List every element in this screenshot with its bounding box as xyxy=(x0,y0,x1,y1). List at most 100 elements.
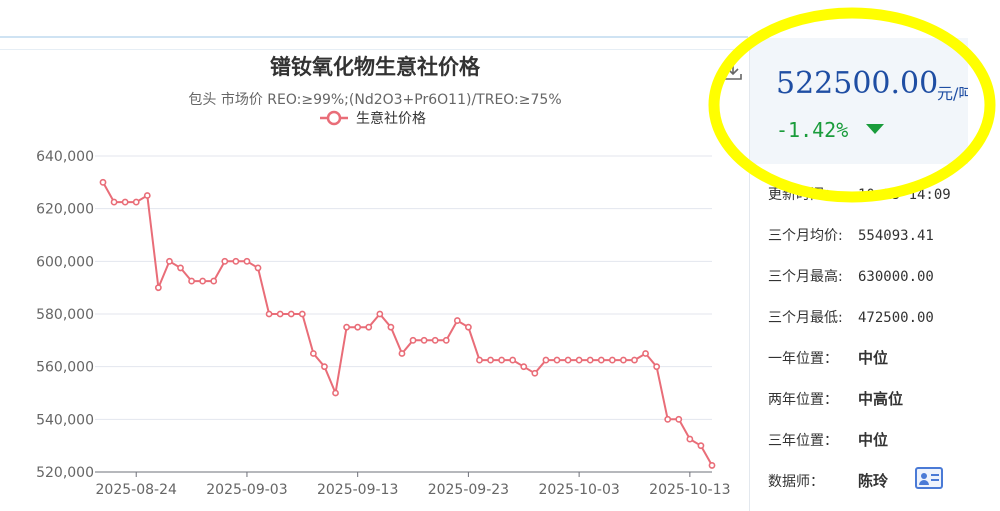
data-point xyxy=(520,363,528,371)
data-point xyxy=(686,435,694,443)
analyst-row: 数据师： 陈玲 xyxy=(768,470,888,491)
three-year-position-label: 三年位置： xyxy=(768,433,838,449)
one-year-position-value: 中位 xyxy=(858,349,889,367)
series xyxy=(99,178,716,469)
data-point xyxy=(697,442,705,450)
data-point xyxy=(321,363,328,371)
price-unit: 元/吨 xyxy=(937,84,968,103)
data-point xyxy=(154,284,162,292)
data-point xyxy=(431,336,439,344)
data-point xyxy=(177,264,184,272)
three-month-high-row: 三个月最高: 630000.00 xyxy=(768,266,934,286)
data-point xyxy=(298,310,306,318)
three-month-low-row: 三个月最低: 472500.00 xyxy=(768,307,934,327)
x-tick-label: 2025-09-03 xyxy=(206,482,287,498)
data-point xyxy=(287,310,295,318)
update-time-row: 更新时间： 10-15 14:09 xyxy=(768,184,951,204)
data-point xyxy=(309,350,317,357)
contact-card-icon[interactable] xyxy=(915,467,943,489)
top-divider xyxy=(0,36,748,38)
data-point xyxy=(343,323,350,331)
one-year-position-row: 一年位置： 中位 xyxy=(768,347,888,368)
series-line xyxy=(102,181,713,466)
data-point xyxy=(487,356,494,364)
data-point xyxy=(376,310,384,318)
three-month-high-value: 630000.00 xyxy=(858,269,934,285)
data-point xyxy=(642,350,649,357)
download-icon[interactable] xyxy=(722,60,744,82)
down-arrow-icon xyxy=(866,124,884,134)
data-point xyxy=(243,257,251,265)
data-point xyxy=(232,257,240,265)
chart-subtitle: 包头 市场价 REO:≥99%;(Nd2O3+Pr6O11)/TREO:≥75% xyxy=(188,91,561,108)
price-summary: 522500.00 元/吨 -1.42% xyxy=(749,38,968,164)
data-point xyxy=(143,192,151,199)
three-month-avg-label: 三个月均价: xyxy=(768,228,843,244)
y-tick-label: 520,000 xyxy=(36,465,94,481)
y-tick-label: 580,000 xyxy=(36,307,94,323)
data-point xyxy=(276,310,284,318)
x-tick-label: 2025-08-24 xyxy=(96,482,177,498)
y-tick-label: 560,000 xyxy=(36,360,94,376)
data-point xyxy=(608,356,616,364)
data-point xyxy=(653,363,661,371)
x-tick-label: 2025-09-23 xyxy=(428,482,509,498)
data-point xyxy=(620,356,627,364)
data-point xyxy=(420,336,428,344)
three-month-avg-row: 三个月均价: 554093.41 xyxy=(768,225,934,245)
data-point xyxy=(464,323,472,331)
data-point xyxy=(265,310,273,318)
current-price: 522500.00 xyxy=(776,66,939,101)
data-point xyxy=(254,264,262,272)
price-panel: 522500.00 元/吨 -1.42% 更新时间： 10-15 14:09 三个… xyxy=(749,38,1000,511)
data-point xyxy=(631,356,638,364)
three-month-high-label: 三个月最高: xyxy=(768,269,843,285)
three-year-position-value: 中位 xyxy=(858,431,889,449)
x-tick-label: 2025-10-03 xyxy=(538,482,619,498)
three-month-low-label: 三个月最低: xyxy=(768,310,843,326)
data-point xyxy=(365,323,373,331)
y-tick-label: 540,000 xyxy=(36,412,94,428)
data-point xyxy=(166,257,173,265)
data-point xyxy=(332,389,339,397)
data-point xyxy=(398,350,406,357)
data-point xyxy=(675,415,683,423)
legend-marker xyxy=(326,110,342,126)
data-point xyxy=(110,198,118,206)
data-point xyxy=(409,336,417,344)
data-point xyxy=(387,323,395,331)
three-year-position-row: 三年位置： 中位 xyxy=(768,429,888,450)
grid xyxy=(95,155,712,420)
two-year-position-label: 两年位置： xyxy=(768,392,838,408)
data-point xyxy=(542,356,550,364)
data-point xyxy=(442,336,450,344)
price-line-chart: 镨钕氧化物生意社价格 包头 市场价 REO:≥99%;(Nd2O3+Pr6O11… xyxy=(36,55,730,498)
data-point xyxy=(553,356,561,364)
y-tick-label: 600,000 xyxy=(36,254,94,270)
data-point xyxy=(531,369,539,377)
two-year-position-row: 两年位置： 中高位 xyxy=(768,388,903,409)
two-year-position-value: 中高位 xyxy=(858,390,904,408)
data-point xyxy=(132,198,140,206)
one-year-position-label: 一年位置： xyxy=(768,351,838,367)
y-tick-label: 620,000 xyxy=(36,202,94,218)
price-change: -1.42% xyxy=(776,118,849,142)
data-point xyxy=(354,323,362,331)
data-point xyxy=(221,257,229,265)
legend[interactable]: 生意社价格 xyxy=(320,110,426,127)
panel-divider xyxy=(749,164,750,511)
data-point xyxy=(210,277,218,285)
analyst-name: 陈玲 xyxy=(858,472,889,490)
three-month-avg-value: 554093.41 xyxy=(858,228,934,244)
three-month-low-value: 472500.00 xyxy=(858,310,934,326)
update-time-value: 10-15 14:09 xyxy=(858,187,951,203)
x-tick-label: 2025-09-13 xyxy=(317,482,398,498)
update-time-label: 更新时间： xyxy=(768,187,838,203)
data-point xyxy=(476,356,483,364)
data-point xyxy=(564,356,572,364)
data-point xyxy=(664,415,672,423)
x-tick-label: 2025-10-13 xyxy=(649,482,730,498)
analyst-label: 数据师： xyxy=(768,474,824,490)
data-point xyxy=(575,356,583,364)
data-point xyxy=(453,317,461,324)
